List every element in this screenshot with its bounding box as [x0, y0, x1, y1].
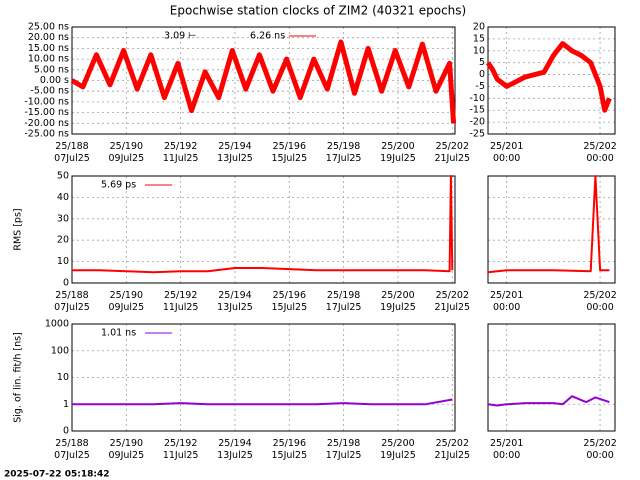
- y-tick-label: 15: [473, 33, 485, 44]
- x-tick-label: 25/201 00:00: [490, 438, 523, 461]
- x-tick-label: 25/198 17Jul25: [326, 141, 362, 164]
- x-tick-label: 25/202 00:00: [583, 438, 616, 461]
- y-tick-label: 15.00 ns: [28, 43, 69, 54]
- y-tick-label: 10: [57, 372, 69, 383]
- x-tick-label: 25/200 19Jul25: [380, 438, 416, 461]
- timestamp: 2025-07-22 05:18:42: [4, 470, 109, 480]
- y-tick-label: 0: [63, 426, 69, 437]
- y-tick-label: 30: [57, 213, 69, 224]
- legend-label: 1.01 ns: [101, 328, 136, 339]
- y-tick-label: 20: [473, 22, 485, 33]
- y-tick-label: 0: [479, 69, 485, 80]
- y-tick-label: 1: [63, 399, 69, 410]
- y-tick-label: -20: [469, 117, 485, 128]
- x-tick-label: 25/196 15Jul25: [271, 438, 307, 461]
- y-tick-label: 10.00 ns: [28, 54, 69, 65]
- x-tick-label: 25/202 00:00: [583, 141, 616, 164]
- x-tick-label: 25/190 09Jul25: [109, 438, 145, 461]
- x-tick-label: 25/202 21Jul25: [434, 290, 470, 313]
- plot-frame: [487, 175, 616, 284]
- y-tick-label: 25.00 ns: [28, 22, 69, 33]
- x-tick-label: 25/192 11Jul25: [163, 438, 199, 461]
- x-tick-label: 25/201 00:00: [490, 141, 523, 164]
- data-line: [485, 41, 612, 113]
- annotation: 3.09: [164, 31, 185, 42]
- legend-glyph: ⊢: [188, 31, 196, 42]
- x-tick-label: 25/196 15Jul25: [271, 141, 307, 164]
- x-tick-label: 25/202 00:00: [583, 290, 616, 313]
- data-line: [72, 175, 454, 274]
- y-axis-label: RMS [ps]: [13, 208, 24, 250]
- plot-frame: [487, 26, 616, 135]
- x-tick-label: 25/198 17Jul25: [326, 290, 362, 313]
- plot-frame: [71, 323, 456, 432]
- data-line: [70, 39, 457, 124]
- x-tick-label: 25/188 07Jul25: [54, 290, 90, 313]
- chart-title: Epochwise station clocks of ZIM2 (40321 …: [170, 4, 466, 18]
- y-tick-label: -15: [469, 105, 485, 116]
- y-tick-label: 0: [63, 278, 69, 289]
- x-tick-label: 25/190 09Jul25: [109, 290, 145, 313]
- x-tick-label: 25/190 09Jul25: [109, 141, 145, 164]
- y-tick-label: -10: [469, 93, 485, 104]
- y-tick-label: -25: [469, 129, 485, 140]
- y-tick-label: 10: [57, 256, 69, 267]
- y-tick-label: -5: [476, 81, 485, 92]
- plot-frame: [487, 323, 616, 432]
- y-tick-label: -20.00 ns: [24, 118, 69, 129]
- y-tick-label: 10: [473, 45, 485, 56]
- x-tick-label: 25/192 11Jul25: [163, 141, 199, 164]
- y-tick-label: 40: [57, 192, 69, 203]
- y-tick-label: 5.00 ns: [34, 64, 69, 75]
- y-tick-label: 5: [479, 57, 485, 68]
- y-axis-label: Sig. of lin. fit/h [ns]: [13, 332, 24, 423]
- x-tick-label: 25/196 15Jul25: [271, 290, 307, 313]
- y-tick-label: -25.00 ns: [24, 129, 69, 140]
- x-tick-label: 25/194 13Jul25: [217, 438, 253, 461]
- x-tick-label: 25/202 21Jul25: [434, 141, 470, 164]
- y-tick-label: 100: [51, 345, 69, 356]
- legend-label: 5.69 ps: [101, 180, 136, 191]
- y-tick-label: 0.00 s: [40, 75, 69, 86]
- data-line: [487, 175, 610, 274]
- x-tick-label: 25/200 19Jul25: [380, 290, 416, 313]
- data-line: [72, 398, 453, 406]
- y-tick-label: 20.00 ns: [28, 32, 69, 43]
- x-tick-label: 25/188 07Jul25: [54, 438, 90, 461]
- y-tick-label: -5.00 ns: [30, 86, 69, 97]
- y-tick-label: -10.00 ns: [24, 96, 69, 107]
- legend-label: 6.26 ns: [250, 31, 285, 42]
- plot-frame: [71, 175, 456, 284]
- x-tick-label: 25/200 19Jul25: [380, 141, 416, 164]
- x-tick-label: 25/201 00:00: [490, 290, 523, 313]
- x-tick-label: 25/192 11Jul25: [163, 290, 199, 313]
- x-tick-label: 25/194 13Jul25: [217, 290, 253, 313]
- y-tick-label: 20: [57, 235, 69, 246]
- x-tick-label: 25/198 17Jul25: [326, 438, 362, 461]
- data-line: [487, 395, 610, 407]
- y-tick-label: -15.00 ns: [24, 107, 69, 118]
- y-tick-label: 1000: [45, 319, 69, 330]
- x-tick-label: 25/194 13Jul25: [217, 141, 253, 164]
- x-tick-label: 25/188 07Jul25: [54, 141, 90, 164]
- x-tick-label: 25/202 21Jul25: [434, 438, 470, 461]
- y-tick-label: 50: [57, 171, 69, 182]
